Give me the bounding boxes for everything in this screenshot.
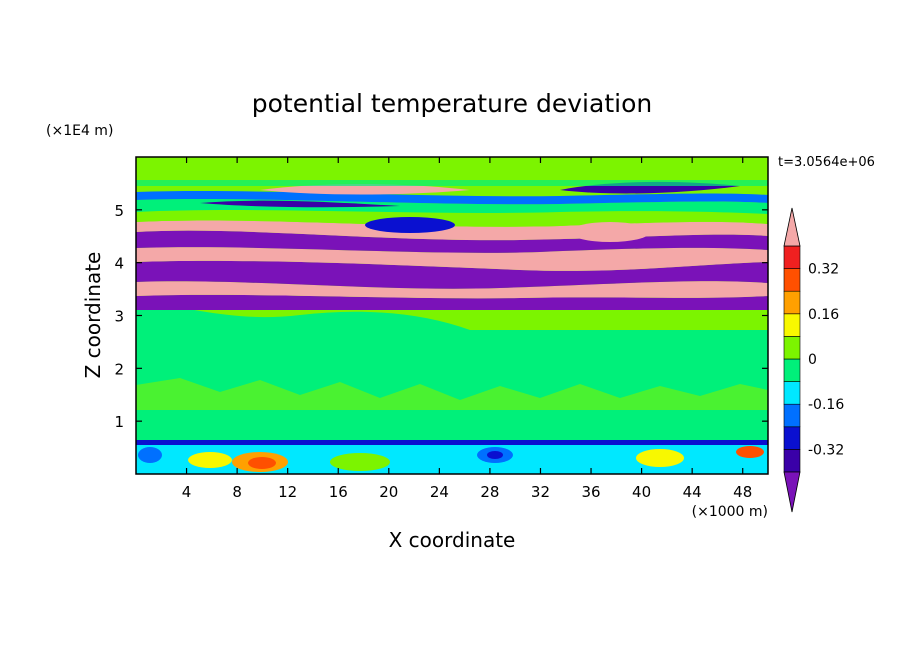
field-band-mid bbox=[136, 300, 768, 360]
y-tick-label: 2 bbox=[114, 360, 124, 378]
field-warm-patch bbox=[636, 449, 684, 467]
colorbar-box bbox=[783, 245, 801, 269]
field-warm-patch bbox=[330, 453, 390, 471]
x-axis-label: X coordinate bbox=[389, 528, 516, 552]
field-layer-cool bbox=[136, 191, 768, 205]
x-axis: 4 8 12 16 20 24 28 32 36 40 44 48 bbox=[182, 157, 752, 501]
field-layer-cold bbox=[136, 260, 768, 289]
x-tick-label: 4 bbox=[182, 483, 192, 501]
x-tick-label: 48 bbox=[733, 483, 752, 501]
x-tick-label: 16 bbox=[329, 483, 348, 501]
field-layer-cold bbox=[136, 230, 768, 253]
field-warm-patch bbox=[188, 452, 232, 468]
field-band-lower bbox=[136, 420, 768, 442]
colorbar-box bbox=[783, 381, 801, 405]
field-boundary-line bbox=[136, 440, 768, 445]
field-cool-patch bbox=[365, 217, 455, 233]
colorbar-box bbox=[783, 449, 801, 473]
x-tick-label: 28 bbox=[480, 483, 499, 501]
y-unit-label: (×1E4 m) bbox=[46, 123, 113, 139]
x-tick-label: 24 bbox=[430, 483, 449, 501]
field-warm-patch bbox=[736, 446, 764, 458]
x-unit-label: (×1000 m) bbox=[692, 504, 768, 520]
contour-field bbox=[136, 157, 768, 474]
colorbar-box bbox=[783, 313, 801, 337]
colorbar-box bbox=[783, 268, 801, 292]
colorbar-upper-extension bbox=[783, 207, 801, 247]
y-tick-label: 1 bbox=[114, 413, 124, 431]
x-tick-label: 12 bbox=[278, 483, 297, 501]
y-axis: 1 2 3 4 5 bbox=[114, 202, 768, 431]
colorbar-box bbox=[783, 336, 801, 360]
field-cool-patch bbox=[138, 447, 162, 463]
colorbar-label: -0.32 bbox=[808, 442, 844, 458]
x-tick-label: 36 bbox=[581, 483, 600, 501]
field-layer-warm bbox=[136, 247, 768, 271]
field-layer-cold bbox=[136, 294, 768, 310]
colorbar-box bbox=[783, 358, 801, 382]
colorbar-box bbox=[783, 426, 801, 450]
colorbar-box bbox=[783, 403, 801, 428]
field-warm-core bbox=[248, 457, 276, 469]
field-layer-upper bbox=[136, 180, 768, 186]
time-label: t=3.0564e+06 bbox=[778, 155, 875, 170]
colorbar-lower-extension bbox=[783, 471, 801, 513]
y-tick-label: 5 bbox=[114, 202, 124, 220]
colorbar-box bbox=[783, 290, 801, 315]
field-cool-core bbox=[487, 451, 503, 459]
field-band-texture bbox=[136, 378, 768, 410]
y-tick-label: 4 bbox=[114, 255, 124, 273]
x-tick-label: 44 bbox=[683, 483, 702, 501]
field-layer-warm bbox=[136, 281, 768, 299]
field-warm-lens bbox=[260, 184, 470, 195]
field-warm-patch bbox=[570, 222, 650, 242]
colorbar-label: 0 bbox=[808, 352, 817, 368]
y-axis-label: Z coordinate bbox=[81, 252, 105, 379]
x-tick-label: 40 bbox=[632, 483, 651, 501]
colorbar-label: 0.32 bbox=[808, 262, 839, 278]
y-tick-label: 3 bbox=[114, 308, 124, 326]
x-tick-label: 8 bbox=[232, 483, 242, 501]
field-cool-streak bbox=[200, 200, 400, 208]
x-tick-label: 32 bbox=[531, 483, 550, 501]
colorbar-label: -0.16 bbox=[808, 397, 844, 413]
x-tick-label: 20 bbox=[379, 483, 398, 501]
colorbar-label: 0.16 bbox=[808, 307, 839, 323]
chart-title: potential temperature deviation bbox=[252, 89, 652, 118]
colorbar: 0.32 0.16 0 -0.16 -0.32 bbox=[783, 207, 844, 513]
